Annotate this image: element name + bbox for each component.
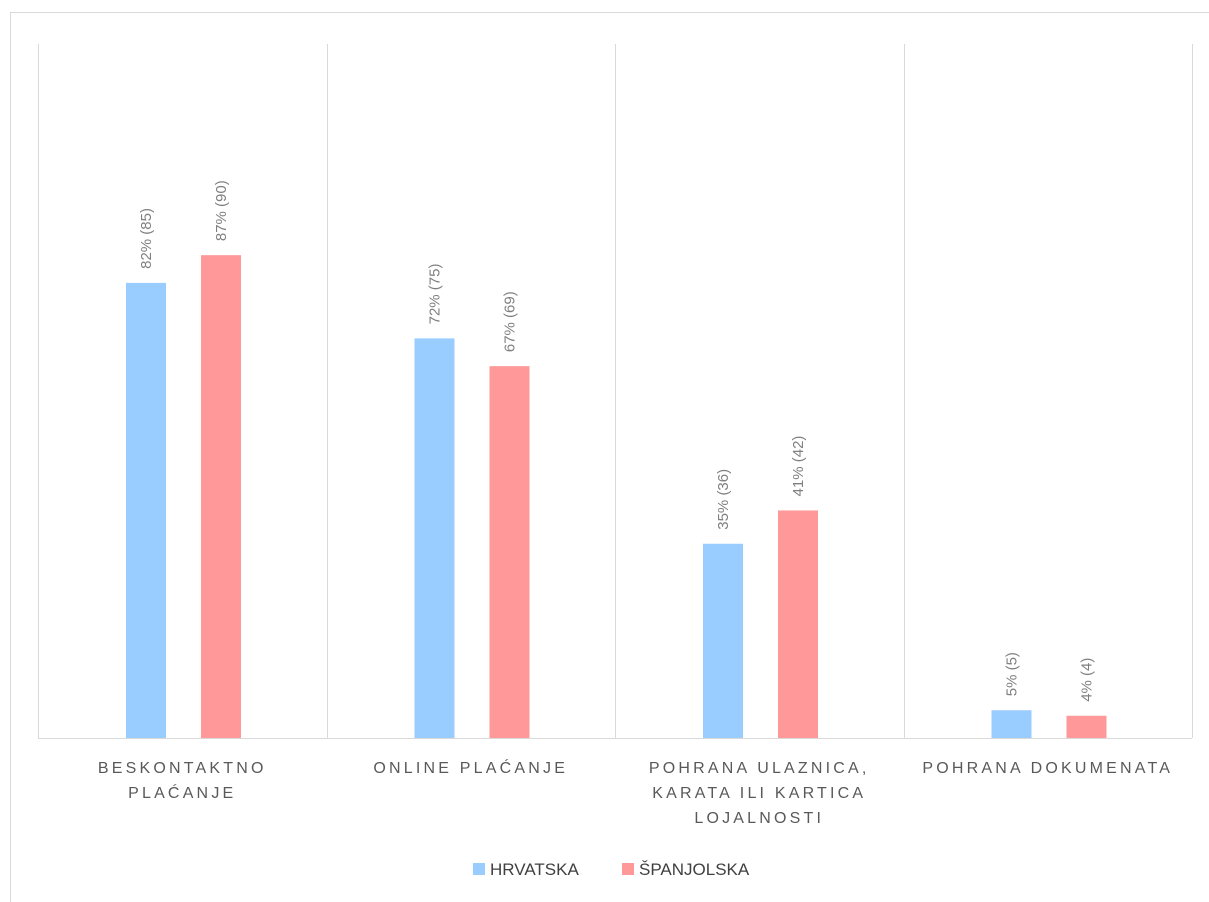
bar-hrvatska: [991, 710, 1032, 738]
legend-swatch: [473, 863, 485, 875]
legend-swatch: [622, 863, 634, 875]
bar-hrvatska: [414, 338, 455, 738]
category-label: BESKONTAKTNO: [98, 760, 267, 777]
category-label: POHRANA ULAZNICA,: [649, 760, 870, 777]
legend-label: HRVATSKA: [490, 860, 579, 879]
data-label: 35% (36): [715, 469, 732, 530]
category-label: KARATA ILI KARTICA: [652, 785, 866, 802]
data-label: 87% (90): [213, 180, 230, 241]
legend-label: ŠPANJOLSKA: [639, 860, 750, 879]
bar-spanjolska: [778, 510, 818, 738]
data-label: 5% (5): [1004, 652, 1021, 696]
category-label: POHRANA DOKUMENATA: [922, 760, 1173, 777]
data-label: 82% (85): [138, 208, 155, 269]
data-label: 67% (69): [502, 291, 519, 352]
bar-spanjolska: [1066, 715, 1107, 738]
bar-hrvatska: [703, 543, 743, 738]
bar-hrvatska: [126, 282, 166, 738]
category-label: PLAĆANJE: [128, 783, 236, 802]
category-label: ONLINE PLAĆANJE: [373, 758, 568, 777]
bar-spanjolska: [489, 366, 530, 738]
category-label: LOJALNOSTI: [694, 810, 824, 827]
data-label: 72% (75): [427, 264, 444, 325]
bar-spanjolska: [201, 255, 241, 738]
data-label: 4% (4): [1079, 658, 1096, 702]
data-label: 41% (42): [790, 436, 807, 497]
